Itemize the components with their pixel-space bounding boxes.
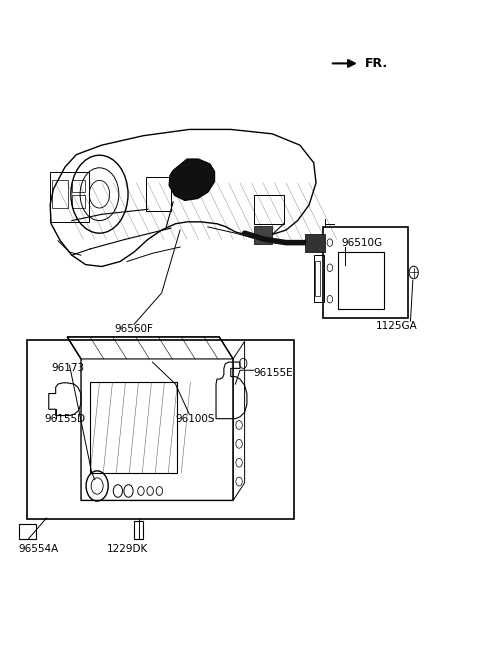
Bar bbox=[145, 177, 171, 211]
Bar bbox=[254, 226, 272, 244]
Bar bbox=[314, 255, 324, 303]
Text: FR.: FR. bbox=[364, 57, 387, 70]
Text: 96155E: 96155E bbox=[254, 368, 293, 379]
Bar bbox=[134, 521, 143, 540]
Text: 96155D: 96155D bbox=[44, 415, 85, 424]
Bar bbox=[27, 340, 294, 519]
Bar bbox=[72, 179, 84, 193]
Bar bbox=[72, 195, 84, 208]
Bar bbox=[52, 179, 68, 208]
Bar bbox=[323, 227, 408, 318]
Bar bbox=[338, 252, 384, 309]
Text: 1229DK: 1229DK bbox=[107, 544, 148, 554]
Text: 96554A: 96554A bbox=[19, 544, 59, 554]
Bar bbox=[90, 383, 177, 474]
Text: 96100S: 96100S bbox=[176, 415, 215, 424]
Text: 1125GA: 1125GA bbox=[376, 320, 418, 331]
Bar bbox=[315, 261, 320, 296]
Bar bbox=[19, 524, 36, 540]
Text: 96173: 96173 bbox=[51, 364, 84, 373]
Polygon shape bbox=[169, 159, 215, 200]
Bar bbox=[304, 234, 325, 252]
Text: 96510G: 96510G bbox=[341, 238, 383, 248]
Text: 96560F: 96560F bbox=[115, 324, 154, 334]
Bar bbox=[50, 172, 89, 222]
Bar bbox=[254, 195, 284, 224]
